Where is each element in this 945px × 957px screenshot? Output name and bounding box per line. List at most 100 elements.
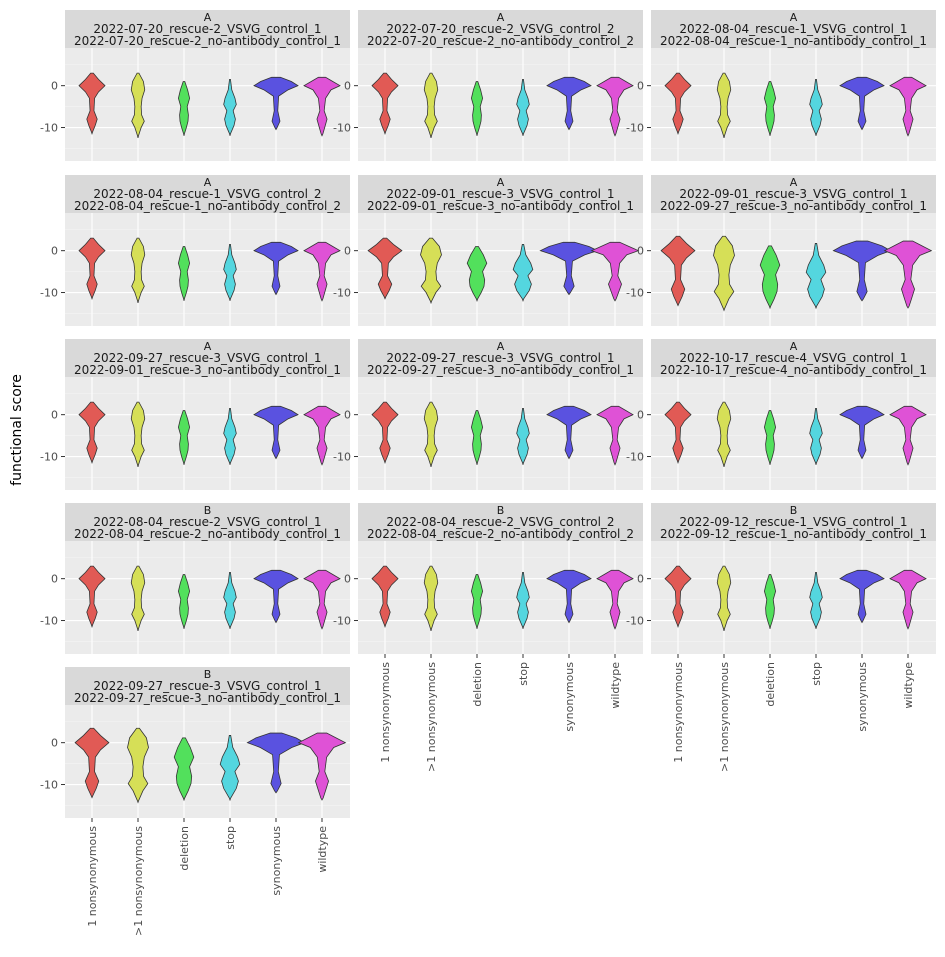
violin-5 (839, 76, 885, 131)
x-tick-label: stop (517, 662, 530, 686)
x-tick-label: synonymous (270, 826, 283, 896)
violin-1 (78, 72, 106, 135)
facet-strip (65, 503, 350, 541)
facet-group-label: A (790, 176, 798, 189)
facet-group-label: A (497, 176, 505, 189)
y-tick-label: -10 (626, 122, 644, 135)
violin-1 (371, 565, 399, 628)
y-tick-label: 0 (637, 573, 644, 586)
violin-3 (763, 410, 777, 465)
x-tick-label: wildtype (609, 662, 622, 709)
x-tick-label: >1 nonsynonymous (718, 662, 731, 772)
violin-4 (809, 78, 823, 136)
y-tick-label: -10 (333, 122, 351, 135)
facet-strip (65, 667, 350, 705)
facet-group-label: A (790, 340, 798, 353)
y-tick-label: 0 (637, 80, 644, 93)
violin-6 (303, 569, 341, 630)
x-tick-label: wildtype (316, 826, 329, 873)
y-tick-label: 0 (344, 80, 351, 93)
facet-label-1: 2022-07-20_rescue-2_VSVG_control_2 (386, 22, 614, 36)
x-tick-label: >1 nonsynonymous (425, 662, 438, 772)
x-tick-label: stop (224, 826, 237, 850)
facet-strip (358, 339, 643, 377)
y-tick-label: -10 (626, 451, 644, 464)
violin-3 (759, 245, 781, 310)
facet-label-1: 2022-08-04_rescue-1_VSVG_control_1 (679, 22, 907, 36)
violin-4 (223, 243, 237, 301)
violin-3 (177, 81, 191, 136)
violin-4 (805, 243, 827, 310)
violin-4 (223, 78, 237, 136)
y-tick-label: 0 (51, 573, 58, 586)
facet-label-1: 2022-08-04_rescue-2_VSVG_control_1 (93, 515, 321, 529)
facet-panel: A2022-08-04_rescue-1_VSVG_control_12022-… (626, 10, 936, 161)
violin-1 (664, 401, 692, 464)
facet-label-2: 2022-10-17_rescue-4_no-antibody_control_… (660, 363, 927, 377)
facet-panel: A2022-09-01_rescue-3_VSVG_control_12022-… (626, 175, 936, 326)
violin-2 (127, 727, 149, 804)
violin-1 (78, 565, 106, 628)
violin-2 (130, 237, 146, 303)
facet-label-2: 2022-09-12_rescue-1_no-antibody_control_… (660, 527, 927, 541)
violin-1 (74, 727, 110, 799)
violin-2 (130, 401, 146, 467)
facet-label-2: 2022-09-01_rescue-3_no-antibody_control_… (74, 363, 341, 377)
violin-1 (371, 401, 399, 464)
violin-5 (839, 405, 885, 460)
facet-group-label: B (497, 504, 505, 517)
plot-background (65, 48, 350, 161)
violin-3 (177, 246, 191, 301)
y-tick-label: -10 (626, 287, 644, 300)
plot-background (358, 377, 643, 490)
violin-6 (889, 569, 927, 630)
violin-6 (303, 241, 341, 302)
facet-label-2: 2022-08-04_rescue-1_no-antibody_control_… (74, 199, 341, 213)
facet-label-1: 2022-09-01_rescue-3_VSVG_control_1 (679, 187, 907, 201)
violin-4 (516, 407, 530, 465)
plot-background (65, 705, 350, 818)
facet-label-2: 2022-09-27_rescue-3_no-antibody_control_… (660, 199, 927, 213)
violin-5 (839, 569, 885, 624)
facet-panel: A2022-09-27_rescue-3_VSVG_control_12022-… (40, 339, 350, 490)
facet-panel: B2022-08-04_rescue-2_VSVG_control_22022-… (333, 503, 643, 772)
facet-label-1: 2022-08-04_rescue-1_VSVG_control_2 (93, 187, 321, 201)
violin-6 (297, 732, 347, 801)
facet-label-2: 2022-07-20_rescue-2_no-antibody_control_… (367, 34, 634, 48)
facet-group-label: A (497, 11, 505, 24)
violin-4 (809, 571, 823, 629)
violin-1 (78, 401, 106, 464)
y-tick-label: 0 (637, 409, 644, 422)
facet-strip (65, 10, 350, 48)
violin-4 (516, 78, 530, 136)
facet-panel: A2022-08-04_rescue-1_VSVG_control_22022-… (40, 175, 350, 326)
facet-label-1: 2022-09-27_rescue-3_VSVG_control_1 (386, 351, 614, 365)
facet-label-2: 2022-09-27_rescue-3_no-antibody_control_… (367, 363, 634, 377)
facet-group-label: B (790, 504, 798, 517)
violin-1 (664, 565, 692, 628)
violin-1 (664, 72, 692, 135)
plot-background (358, 213, 643, 326)
violin-3 (177, 574, 191, 629)
facet-label-2: 2022-08-04_rescue-2_no-antibody_control_… (74, 527, 341, 541)
facet-panel: A2022-10-17_rescue-4_VSVG_control_12022-… (626, 339, 936, 490)
violin-2 (420, 237, 442, 305)
facet-label-1: 2022-09-27_rescue-3_VSVG_control_1 (93, 679, 321, 693)
violin-6 (590, 241, 640, 302)
x-tick-label: wildtype (902, 662, 915, 709)
violin-6 (596, 569, 634, 630)
violin-5 (253, 76, 299, 131)
facet-panel: A2022-09-27_rescue-3_VSVG_control_12022-… (333, 339, 643, 490)
y-tick-label: 0 (51, 80, 58, 93)
facet-panel: B2022-09-12_rescue-1_VSVG_control_12022-… (626, 503, 936, 772)
y-tick-label: -10 (333, 287, 351, 300)
x-tick-label: stop (810, 662, 823, 686)
y-tick-label: 0 (344, 409, 351, 422)
violin-2 (423, 565, 439, 631)
violin-2 (716, 565, 732, 631)
violin-3 (470, 410, 484, 465)
facet-label-2: 2022-08-04_rescue-2_no-antibody_control_… (367, 527, 634, 541)
plot-background (65, 377, 350, 490)
violin-3 (470, 81, 484, 136)
